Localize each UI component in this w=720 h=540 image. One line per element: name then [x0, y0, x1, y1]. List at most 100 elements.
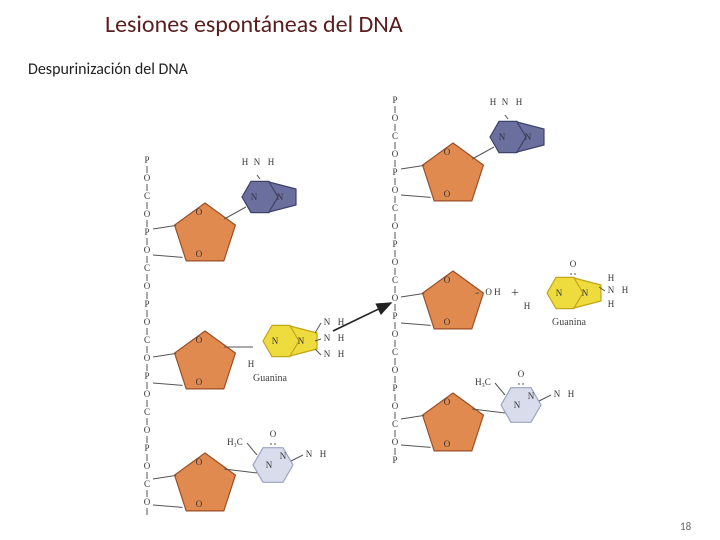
atom-label: H [338, 349, 345, 359]
sugar-link [401, 195, 431, 197]
atom-label: H [524, 301, 531, 311]
sugar-oxygen: O [196, 207, 203, 217]
atom-label: H [490, 97, 497, 107]
backbone-atom: P [392, 239, 397, 249]
atom-label: N [528, 391, 535, 401]
backbone-atom: O [144, 497, 151, 507]
sugar-oxygen: O [196, 377, 203, 387]
sugar-oxygen: O [196, 457, 203, 467]
sugar-oxygen: O [444, 275, 451, 285]
atom-label: N [254, 157, 261, 167]
atom-label: N [502, 97, 509, 107]
backbone-atom: P [392, 311, 397, 321]
backbone-atom: O [392, 113, 399, 123]
backbone-atom: O [392, 437, 399, 447]
thymine-base [253, 448, 293, 483]
backbone-atom: O [144, 353, 151, 363]
backbone-atom: O [144, 389, 151, 399]
sugar-pentagon [175, 453, 236, 511]
atom-label: N [608, 285, 615, 295]
atom-label: N [280, 451, 287, 461]
atom-label: N [554, 389, 561, 399]
atom-label: N [324, 317, 331, 327]
sugar-oxygen: O [196, 335, 203, 345]
atom-label: O [570, 259, 577, 269]
bond [291, 455, 303, 461]
backbone-atom: P [392, 95, 397, 105]
atom-label: H [320, 449, 327, 459]
atom-label: N [272, 336, 279, 346]
atom-label: O [518, 369, 525, 379]
sugar-oxygen: O [444, 397, 451, 407]
atom-label: N [251, 192, 258, 202]
atom-label: O [270, 429, 277, 439]
page-title: Lesiones espontáneas del DNA [105, 10, 403, 39]
bond [505, 115, 508, 119]
backbone-atom: O [392, 149, 399, 159]
atom-label: N [525, 132, 532, 142]
backbone-atom: P [144, 155, 149, 165]
atom-label: H [568, 389, 575, 399]
sugar-link [401, 293, 424, 297]
backbone-atom: P [144, 299, 149, 309]
backbone-atom: C [392, 203, 398, 213]
bond [315, 349, 321, 355]
thymine-base [501, 388, 541, 423]
atom-label: H [338, 333, 345, 343]
sugar-oxygen: O [196, 499, 203, 509]
bond [315, 323, 321, 333]
bond [247, 443, 257, 455]
sugar-link [401, 415, 424, 419]
backbone-atom: C [144, 335, 150, 345]
atom-label: H [608, 299, 615, 309]
sugar-pentagon [423, 271, 484, 329]
sugar-link [153, 353, 176, 357]
sugar-link [153, 225, 176, 229]
page-subtitle: Despurinización del DNA [28, 60, 188, 79]
backbone-atom: O [392, 293, 399, 303]
atom-label: H [248, 359, 255, 369]
backbone-atom: P [392, 167, 397, 177]
backbone-atom: P [144, 371, 149, 381]
plus-sign: + [511, 286, 519, 301]
backbone-atom: C [392, 275, 398, 285]
sugar-pentagon [423, 143, 484, 201]
atom-label: N [324, 349, 331, 359]
glycosidic-bond [472, 147, 494, 159]
backbone-atom: O [144, 281, 151, 291]
backbone-atom: O [392, 329, 399, 339]
atom-label: N [306, 449, 313, 459]
atom-label: N [582, 288, 589, 298]
backbone-atom: O [392, 401, 399, 411]
atom-label: H [516, 97, 523, 107]
sugar-oxygen: O [444, 317, 451, 327]
atom-label: N [514, 400, 521, 410]
page-number: 18 [680, 520, 691, 533]
atom-label: N [266, 460, 273, 470]
backbone-atom: O [392, 221, 399, 231]
sugar-link [401, 323, 431, 325]
backbone-atom: O [392, 257, 399, 267]
sugar-oxygen: O [444, 439, 451, 449]
atom-label: H [608, 273, 615, 283]
backbone-atom: O [392, 365, 399, 375]
atom-label: H₃C [227, 437, 243, 447]
backbone-atom: C [392, 347, 398, 357]
atom-label: N [277, 192, 284, 202]
backbone-atom: C [144, 407, 150, 417]
backbone-atom: C [392, 419, 398, 429]
backbone-atom: P [392, 383, 397, 393]
backbone-atom: C [392, 131, 398, 141]
bond [495, 383, 505, 395]
sugar-oxygen: O [444, 189, 451, 199]
guanine-label: Guanina [253, 373, 287, 384]
backbone-atom: P [144, 443, 149, 453]
atom-label: H₃C [475, 377, 491, 387]
backbone-atom: O [144, 209, 151, 219]
backbone-atom: C [144, 479, 150, 489]
backbone-atom: O [144, 173, 151, 183]
atom-label: N [556, 288, 563, 298]
free-guanine-label: Guanina [552, 317, 586, 328]
sugar-pentagon [175, 203, 236, 261]
backbone-atom: O [144, 461, 151, 471]
